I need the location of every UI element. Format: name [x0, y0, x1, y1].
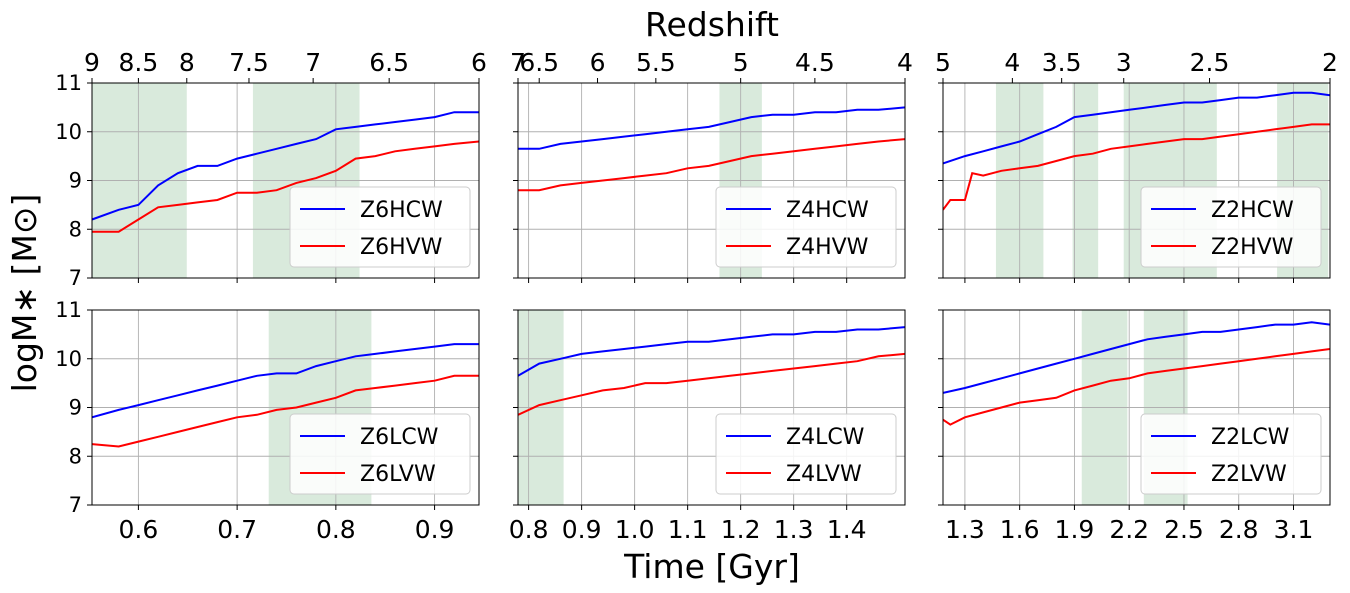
series-line-Z6HVW [92, 140, 479, 233]
redshift-tick-label: 7 [510, 48, 526, 77]
legend-label: Z4HVW [786, 235, 869, 260]
series-line-Z4LVW [518, 352, 905, 416]
redshift-tick-label: 8.5 [119, 48, 159, 77]
series-line-Z6LCW [92, 343, 479, 419]
redshift-tick-label: 6 [590, 48, 606, 77]
redshift-tick-label: 8 [179, 48, 195, 77]
series-line-Z4HCW [518, 106, 905, 150]
redshift-tick-label: 7.5 [229, 48, 269, 77]
legend-label: Z6LVW [360, 462, 436, 487]
series-line-Z2HCW [943, 91, 1330, 165]
series-line-Z6HCW [92, 111, 479, 221]
axes-frame [942, 309, 1331, 506]
axes-frame [517, 82, 906, 279]
legend-label: Z6LCW [360, 425, 439, 450]
panel-2: 76.5 6 5.5 5 4.5 4 Z4HCW Z4HVW [510, 48, 913, 283]
redshift-tick-label: 2.5 [1190, 48, 1230, 77]
x-tick-label: 1.2 [721, 515, 761, 544]
redshift-tick-label: 4.5 [795, 48, 835, 77]
series-line-Z4LCW [518, 326, 905, 377]
panel-4: 7 8 9 10 11 0.6 0.7 0.8 0.9 Z6LCW Z6LVW [55, 298, 480, 544]
y-tick-label: 9 [69, 169, 82, 193]
y-tick-label: 8 [69, 444, 82, 468]
y-tick-label: 9 [69, 396, 82, 420]
x-tick-label: 0.8 [316, 515, 356, 544]
redshift-tick-label: 6.5 [369, 48, 409, 77]
redshift-title: Redshift [645, 5, 779, 44]
legend-label: Z2LCW [1211, 425, 1290, 450]
series-line-Z2HVW [943, 123, 1330, 211]
y-tick-label: 11 [55, 71, 82, 95]
series-line-Z2LVW [943, 348, 1330, 426]
redshift-tick-label: 2 [1322, 48, 1338, 77]
x-tick-label: 2.5 [1164, 515, 1204, 544]
redshift-tick-label: 6 [471, 48, 487, 77]
x-tick-label: 1.0 [615, 515, 655, 544]
panel-3: 5 4 3.5 3 2.5 2 Z2HCW Z2HVW [935, 48, 1338, 283]
redshift-tick-label: 3.5 [1042, 48, 1082, 77]
series-line-Z2LCW [943, 321, 1330, 394]
x-tick-label: 1.4 [827, 515, 867, 544]
panel-6: 1.3 1.6 1.9 2.2 2.5 2.8 3.1 Z2LCW Z2LVW [938, 309, 1331, 544]
legend-label: Z2LVW [1211, 462, 1287, 487]
x-tick-label: 0.9 [415, 515, 455, 544]
series-line-Z6LVW [92, 374, 479, 448]
x-tick-label: 2.8 [1219, 515, 1259, 544]
x-tick-label: 1.1 [668, 515, 708, 544]
x-tick-label: 0.7 [217, 515, 257, 544]
redshift-tick-label: 9 [84, 48, 100, 77]
legend-label: Z4HCW [786, 198, 869, 223]
legend-label: Z2HCW [1211, 198, 1294, 223]
y-tick-label: 7 [69, 266, 82, 290]
series-line-Z4HVW [518, 138, 905, 192]
x-tick-label: 1.3 [774, 515, 814, 544]
legend-label: Z4LCW [786, 425, 865, 450]
axes-frame [91, 82, 480, 279]
redshift-tick-label: 4 [1004, 48, 1020, 77]
redshift-tick-label: 5.5 [636, 48, 676, 77]
x-tick-label: 0.6 [119, 515, 159, 544]
x-tick-label: 1.3 [945, 515, 985, 544]
axes-frame [91, 309, 480, 506]
legend-label: Z4LVW [786, 462, 862, 487]
axes-frame [942, 82, 1331, 279]
redshift-tick-label: 5 [733, 48, 749, 77]
redshift-tick-label: 5 [935, 48, 951, 77]
legend-label: Z2HVW [1211, 235, 1294, 260]
panel-5: 0.8 0.9 1.0 1.1 1.2 1.3 1.4 Z4LCW Z4LVW [509, 309, 906, 544]
axes-frame [517, 309, 906, 506]
redshift-tick-label: 4 [897, 48, 913, 77]
redshift-tick-label: 6.5 [519, 48, 559, 77]
legend-label: Z6HVW [360, 235, 443, 260]
x-tick-label: 0.9 [562, 515, 602, 544]
redshift-tick-label: 3 [1116, 48, 1132, 77]
time-axis-label: Time [Gyr] [623, 547, 800, 586]
legend-label: Z6HCW [360, 198, 443, 223]
x-tick-label: 0.8 [509, 515, 549, 544]
y-tick-label: 7 [69, 493, 82, 517]
x-tick-label: 2.2 [1109, 515, 1149, 544]
x-tick-label: 1.9 [1055, 515, 1095, 544]
x-tick-label: 1.6 [1000, 515, 1040, 544]
y-tick-label: 11 [55, 298, 82, 322]
y-tick-label: 10 [55, 120, 82, 144]
x-tick-label: 3.1 [1274, 515, 1314, 544]
redshift-tick-label: 7 [305, 48, 321, 77]
y-tick-label: 10 [55, 347, 82, 371]
y-tick-label: 8 [69, 217, 82, 241]
mass-axis-label: logM∗ [M⊙] [5, 194, 44, 393]
